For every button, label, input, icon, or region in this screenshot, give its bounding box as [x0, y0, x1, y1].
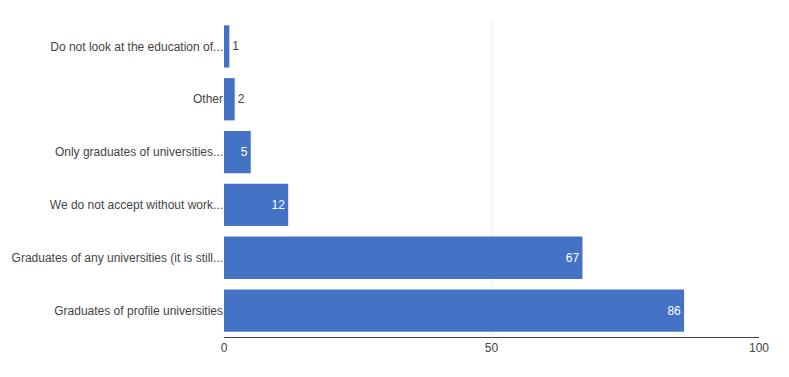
svg-text:We do not accept without work.: We do not accept without work... — [50, 198, 223, 212]
svg-text:100: 100 — [749, 341, 769, 355]
svg-text:5: 5 — [241, 145, 248, 159]
svg-text:Do not look at the education o: Do not look at the education of... — [50, 40, 223, 54]
svg-text:0: 0 — [221, 341, 228, 355]
svg-text:Graduates of any universities: Graduates of any universities (it is sti… — [12, 251, 223, 265]
svg-text:1: 1 — [232, 39, 239, 53]
svg-text:Only graduates of universities: Only graduates of universities... — [55, 145, 223, 159]
svg-text:2: 2 — [238, 92, 245, 106]
svg-text:50: 50 — [485, 341, 499, 355]
svg-text:67: 67 — [566, 251, 580, 265]
svg-text:Other: Other — [193, 92, 223, 106]
svg-text:86: 86 — [667, 304, 681, 318]
svg-text:Graduates of profile universit: Graduates of profile universities — [54, 304, 223, 318]
svg-text:12: 12 — [272, 198, 286, 212]
